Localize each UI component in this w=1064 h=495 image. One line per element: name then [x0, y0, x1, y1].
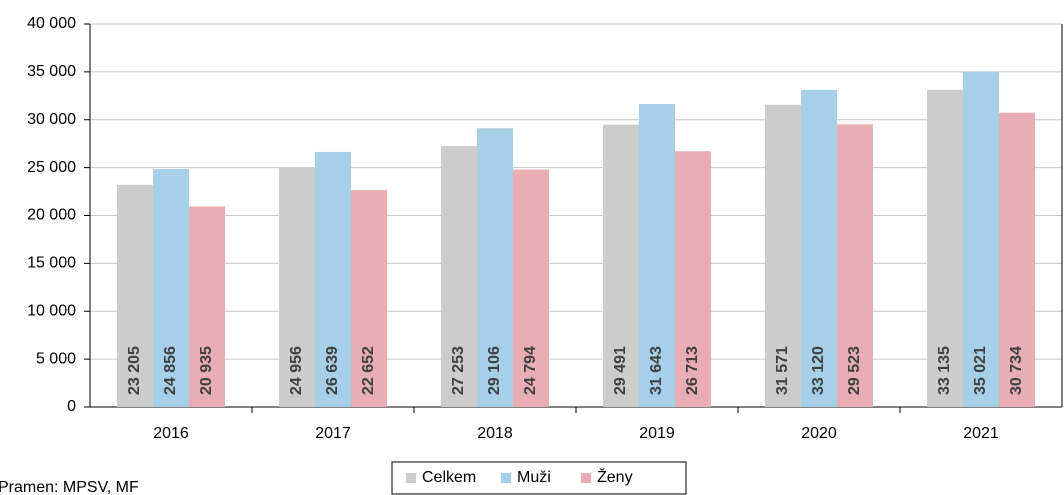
- y-tick-label: 30 000: [27, 111, 76, 128]
- bar: [801, 89, 837, 407]
- bar: [765, 104, 801, 407]
- x-tick-label: 2021: [963, 425, 999, 442]
- x-tick-label: 2018: [477, 425, 513, 442]
- legend-label: Celkem: [422, 469, 476, 486]
- y-tick-label: 0: [67, 398, 76, 415]
- x-tick-label: 2017: [315, 425, 351, 442]
- legend-swatch: [581, 473, 591, 483]
- y-tick-label: 35 000: [27, 63, 76, 80]
- legend-swatch: [501, 473, 511, 483]
- x-tick-label: 2019: [639, 425, 675, 442]
- bar: [837, 124, 873, 408]
- value-label: 22 652: [360, 346, 377, 395]
- value-label: 30 734: [1008, 346, 1025, 395]
- bar: [963, 71, 999, 408]
- x-tick-label: 2020: [801, 425, 837, 442]
- source: Pramen: MPSV, MF: [0, 479, 139, 495]
- value-label: 26 639: [324, 346, 341, 395]
- value-label: 31 571: [774, 346, 791, 395]
- legend-label: Ženy: [597, 467, 633, 486]
- y-tick-label: 40 000: [27, 15, 76, 32]
- x-tick-label: 2016: [153, 425, 189, 442]
- bar: [603, 124, 639, 408]
- bar: [117, 184, 153, 407]
- value-label: 20 935: [198, 346, 215, 395]
- bar: [189, 206, 225, 407]
- value-label: 29 106: [486, 346, 503, 395]
- bar: [639, 104, 675, 407]
- value-label: 23 205: [126, 346, 143, 395]
- bar: [279, 168, 315, 407]
- bar: [315, 151, 351, 407]
- value-label: 29 523: [846, 346, 863, 395]
- y-tick-label: 15 000: [27, 255, 76, 272]
- bar: [153, 169, 189, 407]
- value-label: 33 120: [810, 346, 827, 395]
- legend-swatch: [406, 473, 416, 483]
- value-label: 27 253: [450, 346, 467, 395]
- value-label: 24 856: [162, 346, 179, 395]
- y-tick-label: 10 000: [27, 302, 76, 319]
- value-label: 24 794: [522, 346, 539, 395]
- y-tick-label: 20 000: [27, 207, 76, 224]
- legend: [391, 461, 687, 495]
- bar: [513, 169, 549, 407]
- bar: [927, 89, 963, 408]
- value-label: 24 956: [288, 346, 305, 395]
- value-label: 31 643: [648, 346, 665, 395]
- value-label: 29 491: [612, 346, 629, 395]
- legend-label: Muži: [517, 469, 551, 486]
- bar: [441, 146, 477, 407]
- value-label: 33 135: [936, 346, 953, 395]
- value-label: 35 021: [972, 346, 989, 395]
- bar: [351, 190, 387, 407]
- y-tick-label: 25 000: [27, 159, 76, 176]
- bar: [477, 128, 513, 407]
- value-label: 26 713: [684, 346, 701, 395]
- bar: [999, 112, 1035, 407]
- bar: [675, 151, 711, 407]
- y-tick-label: 5 000: [36, 350, 76, 367]
